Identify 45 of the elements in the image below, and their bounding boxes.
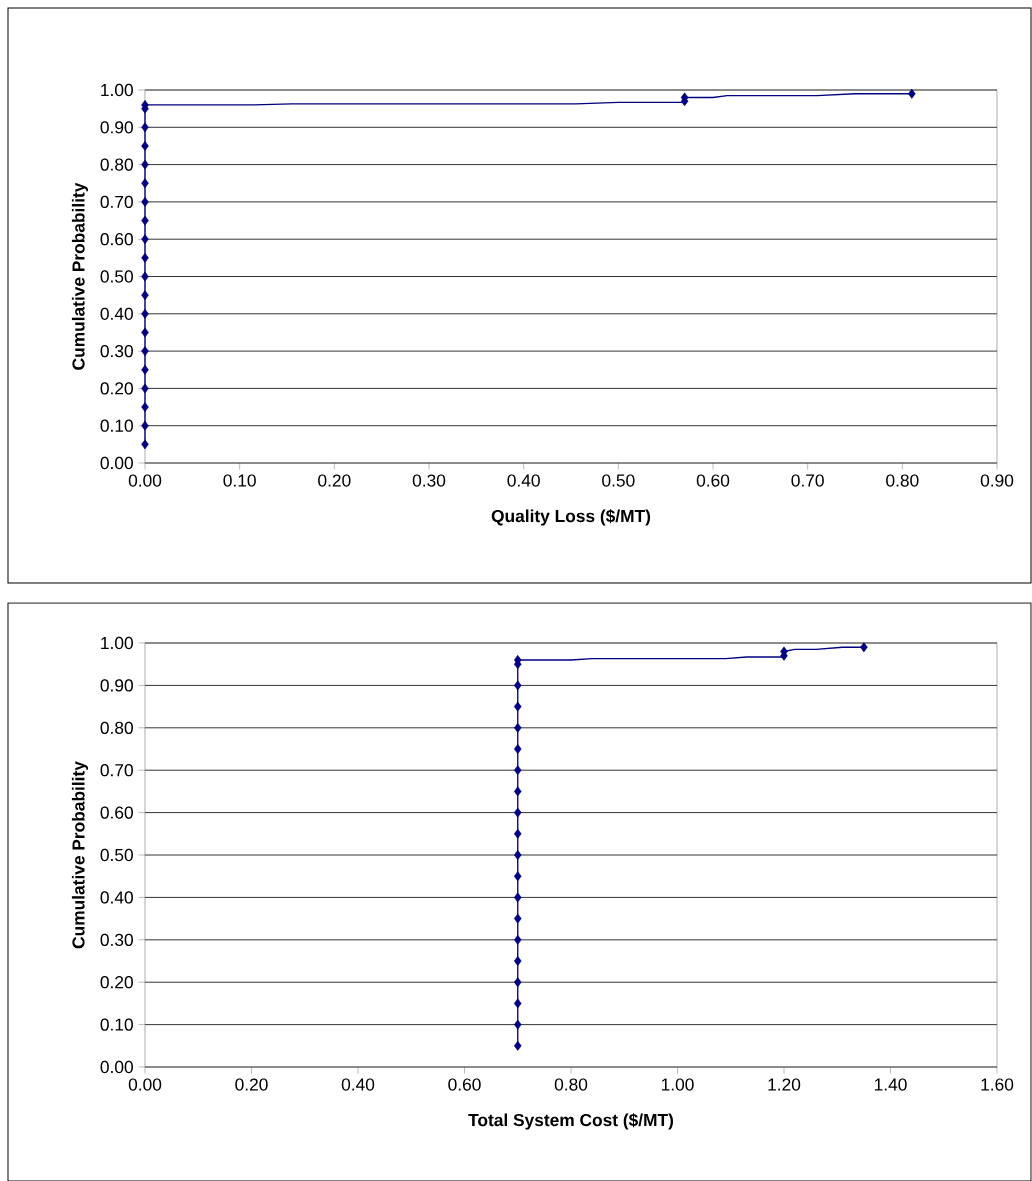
x-tick-label: 0.00 bbox=[128, 474, 162, 487]
x-tick-label: 0.30 bbox=[412, 474, 446, 487]
y-tick-label: 1.00 bbox=[101, 636, 133, 650]
y-tick-label: 0.60 bbox=[100, 806, 133, 819]
x-axis-title: Quality Loss ($/MT) bbox=[491, 509, 651, 526]
y-tick-label: 0.90 bbox=[100, 679, 133, 692]
x-tick-label: 0.70 bbox=[791, 474, 824, 487]
y-tick-label: 0.50 bbox=[100, 848, 133, 862]
y-tick-label: 0.10 bbox=[100, 1018, 133, 1031]
y-tick-label: 0.00 bbox=[100, 1060, 133, 1074]
y-tick-label: 0.30 bbox=[100, 933, 133, 946]
x-tick-label: 1.60 bbox=[981, 1078, 1014, 1091]
x-tick-label: 0.60 bbox=[696, 474, 730, 487]
x-tick-label: 0.90 bbox=[980, 474, 1014, 487]
x-axis-title: Total System Cost ($/MT) bbox=[468, 1113, 674, 1130]
y-tick-label: 0.80 bbox=[100, 721, 133, 734]
x-tick-label: 1.00 bbox=[661, 1078, 694, 1091]
x-tick-label: 0.60 bbox=[448, 1078, 481, 1091]
y-tick-label: 0.50 bbox=[100, 270, 133, 283]
y-tick-label: 0.40 bbox=[100, 891, 133, 904]
x-tick-label: 0.40 bbox=[341, 1078, 375, 1091]
x-tick-label: 0.20 bbox=[318, 474, 351, 487]
x-tick-label: 0.80 bbox=[886, 474, 919, 487]
x-tick-label: 0.80 bbox=[554, 1078, 588, 1091]
y-axis-title: Cumulative Probability bbox=[71, 761, 89, 949]
x-tick-label: 0.00 bbox=[128, 1078, 162, 1091]
y-tick-label: 0.90 bbox=[100, 121, 133, 134]
x-tick-label: 0.40 bbox=[507, 474, 540, 487]
y-tick-label: 0.10 bbox=[100, 419, 133, 432]
y-tick-label: 0.70 bbox=[100, 764, 133, 777]
y-axis-title: Cumulative Probability bbox=[71, 182, 89, 370]
x-tick-label: 0.50 bbox=[602, 474, 635, 487]
y-tick-label: 0.20 bbox=[100, 382, 133, 395]
y-tick-label: 0.20 bbox=[100, 976, 133, 989]
x-tick-label: 1.20 bbox=[768, 1078, 801, 1091]
x-tick-label: 0.20 bbox=[235, 1078, 268, 1091]
y-tick-label: 0.00 bbox=[100, 456, 133, 470]
y-tick-label: 1.00 bbox=[101, 83, 133, 97]
x-tick-label: 1.40 bbox=[874, 1078, 907, 1091]
x-tick-label: 0.10 bbox=[223, 474, 256, 487]
y-tick-label: 0.30 bbox=[100, 344, 133, 358]
y-tick-label: 0.70 bbox=[100, 195, 133, 209]
y-tick-label: 0.60 bbox=[100, 233, 133, 246]
y-tick-label: 0.40 bbox=[100, 307, 133, 320]
y-tick-label: 0.80 bbox=[100, 158, 133, 171]
